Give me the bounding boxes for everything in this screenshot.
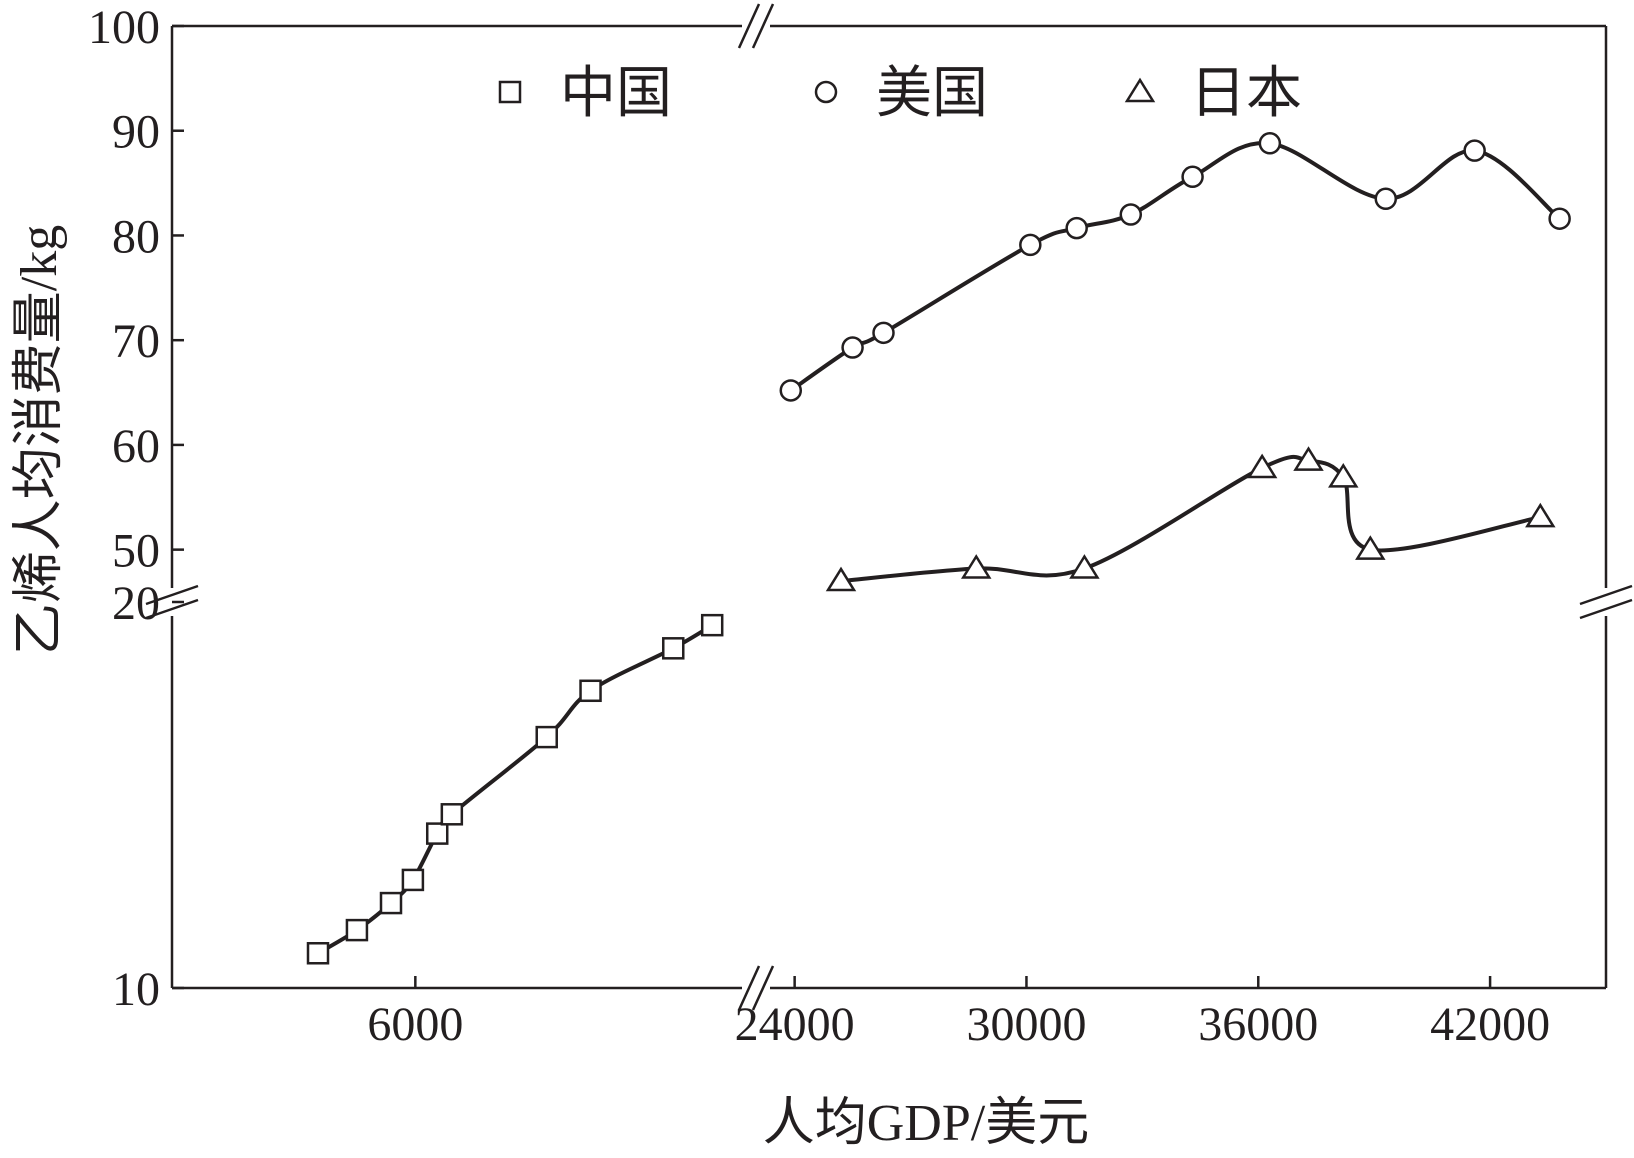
point-circle-4	[1065, 216, 1088, 240]
point-square-1	[345, 918, 369, 942]
point-circle-1	[841, 336, 864, 359]
series-markers	[306, 132, 1571, 965]
point-circle-2	[872, 321, 895, 345]
y-tick-label-90: 90	[112, 106, 160, 159]
point-triangle-4	[1293, 446, 1324, 471]
point-circle-8	[1374, 187, 1398, 211]
point-square-9	[700, 613, 724, 637]
point-triangle-0	[825, 566, 857, 592]
legend: 中国 美国 日本	[498, 63, 1302, 125]
point-circle-9	[1463, 139, 1486, 162]
point-square-5	[440, 803, 464, 826]
point-square-7	[579, 679, 602, 703]
series-line-circle	[789, 141, 1561, 393]
point-circle-6	[1181, 165, 1204, 189]
point-triangle-3	[1246, 453, 1278, 479]
point-square-0	[306, 942, 330, 965]
series-points-triangle	[825, 446, 1556, 592]
point-triangle-6	[1355, 535, 1386, 560]
y-axis-title: 乙烯人均消费量/kg	[11, 225, 68, 655]
y-break-left	[145, 584, 199, 620]
legend-label-triangle: 日本	[1190, 63, 1302, 125]
point-circle-3	[1019, 233, 1042, 257]
axis-break-marks	[145, 3, 1633, 1011]
y-tick-label-100: 100	[88, 1, 160, 54]
x-tick-label-6000: 6000	[367, 998, 463, 1051]
plot-frame	[170, 24, 1608, 990]
y-tick-label-10: 10	[112, 963, 160, 1016]
y-tick-label-20: 20	[112, 577, 160, 630]
series-line-square	[316, 623, 714, 956]
point-square-6	[535, 725, 558, 749]
y-tick-label-60: 60	[112, 420, 160, 473]
point-square-4	[425, 822, 449, 845]
x-break-bottom	[737, 965, 775, 1011]
point-circle-10	[1548, 207, 1571, 230]
point-triangle-2	[1069, 554, 1100, 579]
point-square-8	[662, 637, 685, 660]
x-tick-label-30000: 30000	[966, 998, 1086, 1051]
legend-item-triangle: 日本	[1124, 63, 1302, 125]
point-circle-7	[1258, 132, 1282, 155]
x-ticks: 6000 24000 30000 36000 42000	[367, 976, 1550, 1051]
legend-marker-triangle	[1124, 77, 1156, 103]
legend-label-square: 中国	[560, 63, 672, 125]
point-circle-5	[1119, 203, 1143, 226]
point-circle-0	[779, 379, 803, 402]
legend-marker-circle	[814, 80, 838, 104]
legend-item-circle: 美国	[814, 63, 988, 125]
y-tick-label-50: 50	[112, 525, 160, 578]
point-square-2	[379, 891, 403, 915]
x-tick-label-36000: 36000	[1198, 998, 1318, 1051]
series-points-square	[306, 613, 724, 965]
series-line-triangle	[840, 454, 1541, 584]
y-tick-label-70: 70	[112, 315, 160, 368]
x-break-top	[737, 3, 775, 49]
x-tick-label-24000: 24000	[735, 998, 855, 1051]
legend-label-circle: 美国	[876, 63, 988, 125]
legend-marker-square	[498, 80, 522, 104]
x-axis-title: 人均GDP/美元	[763, 1095, 1089, 1152]
point-triangle-5	[1328, 462, 1359, 488]
y-break-right	[1579, 584, 1633, 620]
y-tick-label-80: 80	[112, 210, 160, 263]
point-triangle-1	[960, 554, 992, 579]
point-square-3	[401, 868, 425, 892]
series-points-circle	[779, 132, 1571, 402]
point-triangle-7	[1525, 502, 1556, 528]
x-tick-label-42000: 42000	[1430, 998, 1550, 1051]
legend-item-square: 中国	[498, 63, 672, 125]
